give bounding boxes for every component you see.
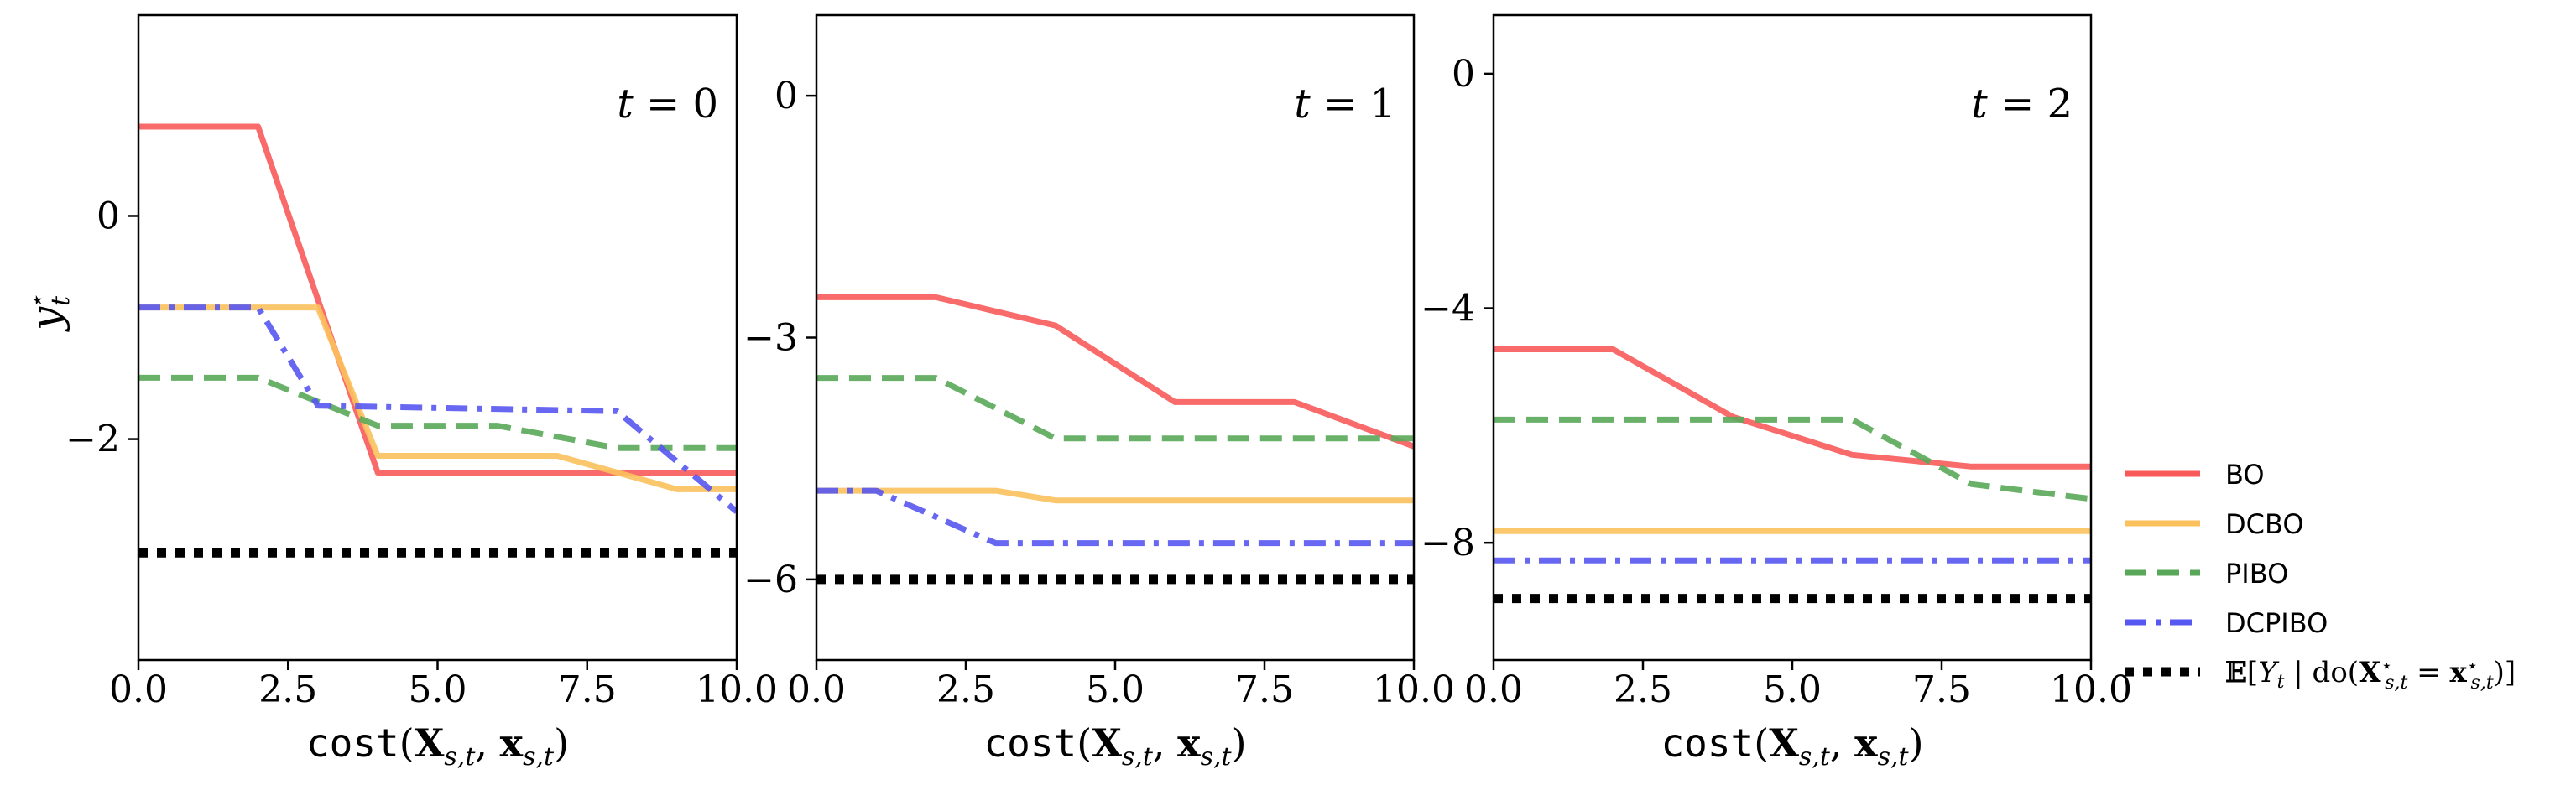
legend-label: PIBO [2225, 558, 2288, 590]
time-annotation: t = 1 [1294, 81, 1395, 127]
x-tick-label: 5.0 [409, 668, 467, 711]
y-tick-label: 0 [1452, 53, 1475, 96]
y-tick-label: −6 [743, 559, 798, 601]
series-line-dcpibo [138, 304, 737, 514]
time-annotation: t = 2 [1971, 81, 2073, 127]
x-tick-label: 0.0 [787, 668, 846, 711]
x-tick-label: 10.0 [696, 668, 778, 711]
panel-2: 0.0 2.5 5.0 7.5 10.0 0 −3 −6 t = 1 cost(Xs,t, xs,… [743, 13, 1455, 772]
legend-label: BO [2225, 459, 2265, 491]
x-axis-label: cost(Xs,t, xs,t) [983, 720, 1246, 772]
x-axis-label: cost(Xs,t, xs,t) [306, 720, 569, 772]
x-tick-label: 10.0 [2050, 668, 2132, 711]
x-tick-label: 7.5 [558, 668, 617, 711]
y-axis-label: y⋆t [22, 294, 76, 332]
series-group [1494, 346, 2091, 604]
series-line-dcpibo [816, 487, 1414, 547]
series-line-bo [138, 123, 737, 476]
y-tick-label: −2 [65, 418, 120, 461]
series-line-bo [816, 294, 1414, 450]
y-tick-label: 0 [96, 195, 120, 237]
x-tick-label: 2.5 [936, 668, 995, 711]
x-tick-label: 0.0 [109, 668, 168, 711]
x-tick-label: 7.5 [1912, 668, 1971, 711]
x-tick-label: 2.5 [258, 668, 317, 711]
series-line-dcbo [816, 487, 1414, 504]
x-tick-label: 5.0 [1086, 668, 1145, 711]
x-tick-label: 0.0 [1464, 668, 1523, 711]
time-annotation: t = 0 [617, 81, 718, 127]
panel-1: 0.0 2.5 5.0 7.5 10.0 0 −2 t = 0 cost(Xs,t, xs,t)… [22, 13, 778, 772]
series-line-bo [1494, 346, 2091, 470]
y-tick-label: −3 [743, 317, 798, 360]
legend-label: DCBO [2225, 508, 2304, 540]
series-line-dcbo [138, 304, 737, 492]
y-tick-label: −8 [1421, 522, 1475, 564]
series-line-pibo [816, 375, 1414, 442]
y-tick-label: −4 [1421, 288, 1475, 330]
series-line-pibo [138, 374, 737, 451]
x-tick-label: 2.5 [1614, 668, 1672, 711]
x-axis-label: cost(Xs,t, xs,t) [1661, 720, 1923, 772]
legend-label: DCPIBO [2225, 607, 2328, 639]
y-tick-label: 0 [774, 75, 798, 117]
series-line-pibo [1494, 416, 2091, 502]
x-tick-label: 5.0 [1763, 668, 1822, 711]
legend: BO DCBO PIBO DCPIBO 𝔼[Yt | do(X⋆ s,t = x⋆ s,t)… [2125, 459, 2516, 694]
series-group [138, 123, 737, 558]
panel-3: 0.0 2.5 5.0 7.5 10.0 0 −4 −8 t = 2 cost(Xs,t, xs,… [1421, 13, 2132, 772]
x-tick-label: 10.0 [1373, 668, 1455, 711]
x-tick-label: 7.5 [1235, 668, 1294, 711]
legend-label: 𝔼[Yt | do(X⋆ s,t = x⋆ s,t)] [2225, 656, 2516, 694]
series-group [816, 294, 1414, 585]
